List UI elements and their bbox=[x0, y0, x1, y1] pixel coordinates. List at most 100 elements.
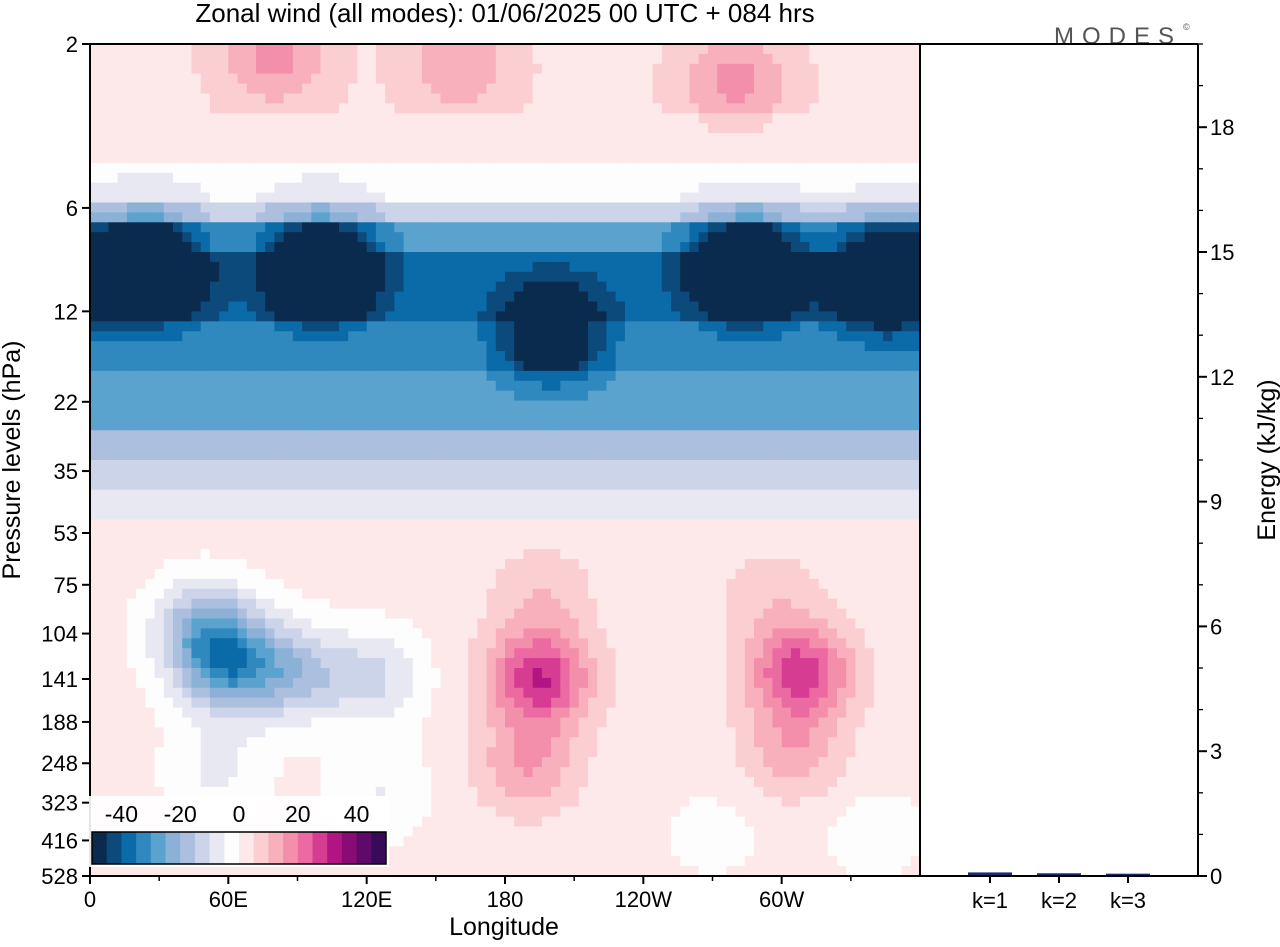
heatmap-cell bbox=[652, 479, 663, 491]
heatmap-cell bbox=[864, 311, 875, 322]
heatmap-cell bbox=[790, 301, 801, 313]
heatmap-cell bbox=[772, 192, 783, 204]
heatmap-cell bbox=[200, 261, 211, 273]
heatmap-cell bbox=[375, 113, 386, 124]
heatmap-cell bbox=[873, 242, 884, 253]
heatmap-cell bbox=[200, 301, 211, 313]
heatmap-cell bbox=[809, 93, 820, 105]
heatmap-cell bbox=[652, 172, 663, 184]
heatmap-cell bbox=[385, 261, 395, 273]
heatmap-cell bbox=[505, 549, 515, 560]
heatmap-cell bbox=[422, 182, 432, 194]
heatmap-cell bbox=[910, 519, 921, 530]
heatmap-cell bbox=[495, 202, 506, 213]
heatmap-cell bbox=[486, 460, 497, 471]
heatmap-cell bbox=[892, 103, 903, 114]
heatmap-cell bbox=[818, 281, 829, 293]
heatmap-cell bbox=[818, 152, 829, 164]
heatmap-cell bbox=[302, 252, 312, 263]
heatmap-cell bbox=[781, 509, 792, 521]
heatmap-cell bbox=[495, 578, 506, 590]
heatmap-cell bbox=[790, 331, 801, 342]
heatmap-cell bbox=[468, 578, 478, 590]
heatmap-cell bbox=[855, 242, 866, 253]
heatmap-cell bbox=[643, 53, 654, 65]
heatmap-cell bbox=[809, 529, 820, 540]
heatmap-cell bbox=[329, 390, 340, 402]
heatmap-cell bbox=[532, 162, 543, 174]
heatmap-cell bbox=[246, 301, 257, 313]
heatmap-cell bbox=[661, 390, 672, 402]
heatmap-cell bbox=[901, 499, 912, 511]
heatmap-cell bbox=[578, 143, 589, 154]
heatmap-cell bbox=[818, 162, 829, 174]
heatmap-cell bbox=[246, 321, 257, 332]
heatmap-cell bbox=[292, 143, 303, 154]
heatmap-cell bbox=[772, 63, 783, 75]
heatmap-cell bbox=[422, 152, 432, 164]
heatmap-cell bbox=[431, 559, 442, 570]
heatmap-cell bbox=[698, 152, 709, 164]
heatmap-cell bbox=[763, 509, 774, 521]
heatmap-cell bbox=[302, 103, 312, 114]
heatmap-cell bbox=[726, 123, 737, 134]
heatmap-cell bbox=[680, 63, 691, 75]
heatmap-cell bbox=[901, 162, 912, 174]
heatmap-cell bbox=[99, 113, 110, 124]
heatmap-cell bbox=[394, 390, 405, 402]
heatmap-cell bbox=[735, 469, 746, 481]
heatmap-cell bbox=[615, 93, 626, 105]
heatmap-cell bbox=[431, 529, 442, 540]
heatmap-cell bbox=[883, 331, 893, 342]
heatmap-cell bbox=[541, 212, 552, 223]
heatmap-cell bbox=[910, 44, 921, 55]
heatmap-cell bbox=[108, 192, 119, 204]
chart-title: Zonal wind (all modes): 01/06/2025 00 UT… bbox=[195, 0, 814, 28]
heatmap-cell bbox=[735, 559, 746, 570]
heatmap-cell bbox=[744, 360, 755, 372]
heatmap-cell bbox=[772, 400, 783, 412]
heatmap-cell bbox=[800, 162, 810, 174]
heatmap-cell bbox=[412, 460, 423, 471]
heatmap-cell bbox=[422, 133, 432, 144]
heatmap-cell bbox=[458, 172, 469, 184]
heatmap-cell bbox=[329, 549, 340, 560]
heatmap-cell bbox=[892, 469, 903, 481]
heatmap-cell bbox=[514, 103, 525, 114]
heatmap-cell bbox=[302, 232, 312, 243]
heatmap-cell bbox=[846, 232, 857, 243]
heatmap-cell bbox=[228, 83, 239, 95]
heatmap-cell bbox=[615, 44, 626, 55]
heatmap-cell bbox=[855, 311, 866, 322]
heatmap-cell bbox=[717, 261, 727, 273]
heatmap-cell bbox=[440, 143, 451, 154]
heatmap-cell bbox=[385, 152, 395, 164]
heatmap-cell bbox=[634, 261, 644, 273]
heatmap-cell bbox=[754, 261, 764, 273]
heatmap-cell bbox=[569, 390, 580, 402]
heatmap-cell bbox=[237, 93, 248, 105]
heatmap-cell bbox=[256, 192, 266, 204]
heatmap-cell bbox=[717, 93, 727, 105]
heatmap-cell bbox=[283, 370, 294, 382]
heatmap-cell bbox=[790, 252, 801, 263]
heatmap-cell bbox=[477, 331, 488, 342]
heatmap-cell bbox=[671, 509, 681, 521]
heatmap-cell bbox=[883, 73, 893, 85]
heatmap-cell bbox=[154, 212, 165, 223]
heatmap-cell bbox=[394, 113, 405, 124]
heatmap-cell bbox=[292, 291, 303, 303]
heatmap-cell bbox=[449, 588, 460, 600]
heatmap-cell bbox=[495, 311, 506, 322]
heatmap-cell bbox=[569, 519, 580, 530]
heatmap-cell bbox=[117, 469, 128, 481]
heatmap-cell bbox=[680, 549, 691, 560]
heatmap-cell bbox=[126, 152, 137, 164]
heatmap-cell bbox=[717, 172, 727, 184]
heatmap-cell bbox=[90, 489, 100, 501]
heatmap-cell bbox=[412, 83, 423, 95]
heatmap-cell bbox=[855, 202, 866, 213]
heatmap-cell bbox=[910, 202, 921, 213]
heatmap-cell bbox=[302, 400, 312, 412]
heatmap-cell bbox=[246, 549, 257, 560]
